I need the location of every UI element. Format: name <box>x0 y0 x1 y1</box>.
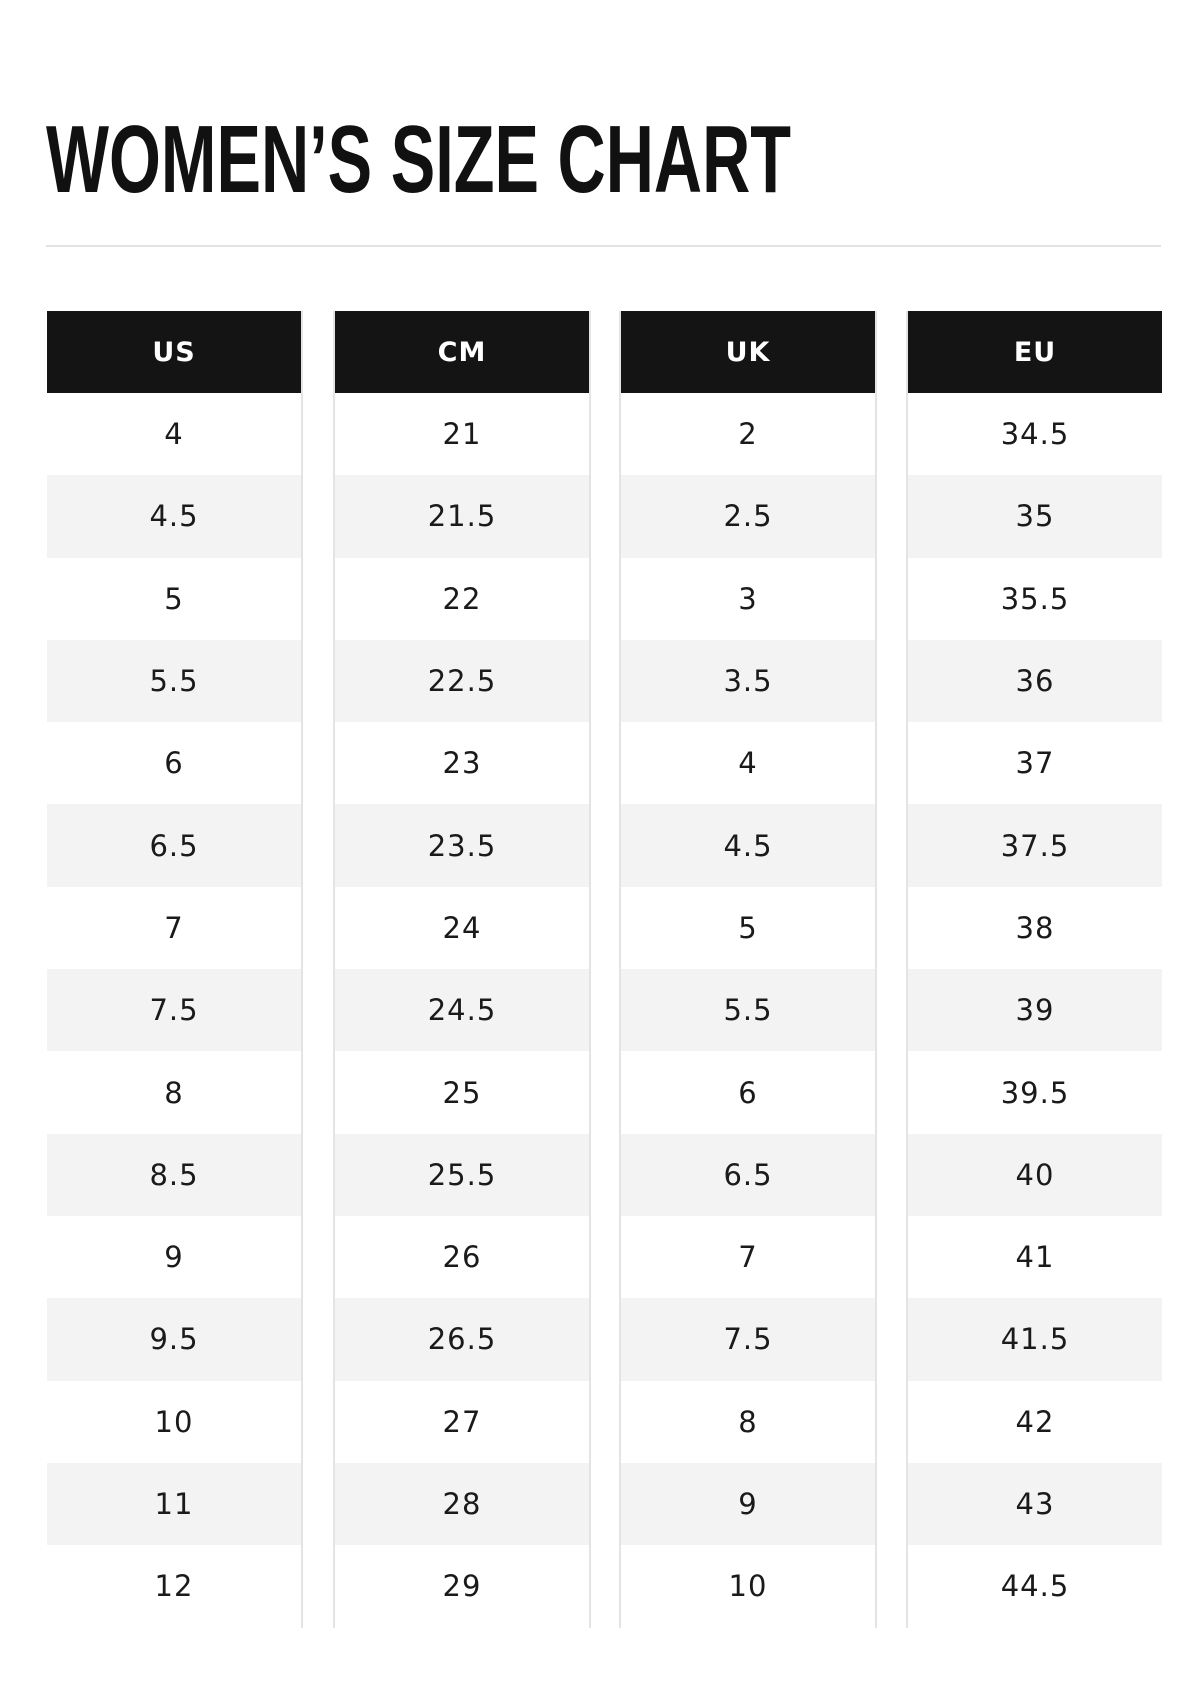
table-cell: 22.5 <box>335 639 589 723</box>
table-cell: 42 <box>1015 1404 1055 1439</box>
table-cell: 25.5 <box>335 1133 589 1216</box>
table-cell: 37 <box>1015 746 1055 781</box>
table-cell: 25 <box>442 1075 482 1110</box>
table-cell: 6.5 <box>621 1133 875 1216</box>
table-cell: 7 <box>738 1240 758 1275</box>
table-cell: 4.5 <box>47 475 301 558</box>
table-cell: 23.5 <box>335 804 589 887</box>
table-cell: 10 <box>154 1404 194 1439</box>
table-cell: 7.5 <box>621 1298 875 1381</box>
table-cell: 22 <box>442 581 482 616</box>
table-cell: 5 <box>164 581 184 616</box>
table-cell: 7 <box>164 910 184 945</box>
table-cell: 34.5 <box>1000 417 1070 452</box>
table-cell: 35.5 <box>1000 581 1070 616</box>
table-column: EU 34.5 35 35.5 36 37 37.5 38 39 39.5 40 41 41.5 42 43… <box>906 311 1162 1628</box>
table-cell: 9 <box>621 1462 875 1546</box>
table-column: UK 2 2.5 3 3.5 4 4.5 5 5.5 6 6.5 7 7.5 8 9 10 <box>619 311 877 1628</box>
table-cell: 26.5 <box>335 1298 589 1381</box>
table-cell: 7.5 <box>47 969 301 1052</box>
table-cell: 28 <box>335 1462 589 1546</box>
table-cell: 9 <box>164 1240 184 1275</box>
table-cell: 24 <box>442 910 482 945</box>
table-cell: 21 <box>442 417 482 452</box>
table-cell: 24.5 <box>335 969 589 1052</box>
table-cell: 27 <box>442 1404 482 1439</box>
size-table: US 4 4.5 5 5.5 6 6.5 7 7.5 8 8.5 9 9.5 10 11 12 CM 21 21.5… <box>47 311 1162 1628</box>
table-cell: 5.5 <box>621 969 875 1052</box>
column-header: US <box>47 311 301 393</box>
table-cell: 4 <box>164 417 184 452</box>
table-cell: 29 <box>442 1569 482 1604</box>
table-cell: 35 <box>908 475 1162 558</box>
table-cell: 2 <box>738 417 758 452</box>
table-cell: 40 <box>908 1133 1162 1216</box>
table-cell: 4 <box>738 746 758 781</box>
table-cell: 10 <box>728 1569 768 1604</box>
table-cell: 6 <box>738 1075 758 1110</box>
table-cell: 6 <box>164 746 184 781</box>
column-header: UK <box>621 311 875 393</box>
table-cell: 5 <box>738 910 758 945</box>
table-cell: 43 <box>908 1462 1162 1546</box>
table-cell: 37.5 <box>908 804 1162 887</box>
table-cell: 21.5 <box>335 475 589 558</box>
table-cell: 39 <box>908 969 1162 1052</box>
table-cell: 11 <box>47 1462 301 1546</box>
table-cell: 4.5 <box>621 804 875 887</box>
table-cell: 39.5 <box>1000 1075 1070 1110</box>
table-cell: 8 <box>164 1075 184 1110</box>
table-cell: 41 <box>1015 1240 1055 1275</box>
column-header: EU <box>908 311 1162 393</box>
table-cell: 38 <box>1015 910 1055 945</box>
table-column: CM 21 21.5 22 22.5 23 23.5 24 24.5 25 25.5 26 26.5 27… <box>333 311 591 1628</box>
table-cell: 8 <box>738 1404 758 1439</box>
page-title: WOMEN’S SIZE CHART <box>46 106 791 210</box>
title-box: WOMEN’S SIZE CHART <box>46 106 791 210</box>
table-cell: 5.5 <box>47 639 301 723</box>
table-cell: 26 <box>442 1240 482 1275</box>
column-header: CM <box>335 311 589 393</box>
table-cell: 36 <box>908 639 1162 723</box>
table-cell: 3 <box>738 581 758 616</box>
table-cell: 41.5 <box>908 1298 1162 1381</box>
table-cell: 3.5 <box>621 639 875 723</box>
table-column: US 4 4.5 5 5.5 6 6.5 7 7.5 8 8.5 9 9.5 10 11 12 <box>47 311 303 1628</box>
table-cell: 44.5 <box>1000 1569 1070 1604</box>
table-cell: 2.5 <box>621 475 875 558</box>
table-cell: 9.5 <box>47 1298 301 1381</box>
table-cell: 6.5 <box>47 804 301 887</box>
table-cell: 23 <box>442 746 482 781</box>
table-cell: 12 <box>154 1569 194 1604</box>
divider <box>46 245 1161 247</box>
table-cell: 8.5 <box>47 1133 301 1216</box>
